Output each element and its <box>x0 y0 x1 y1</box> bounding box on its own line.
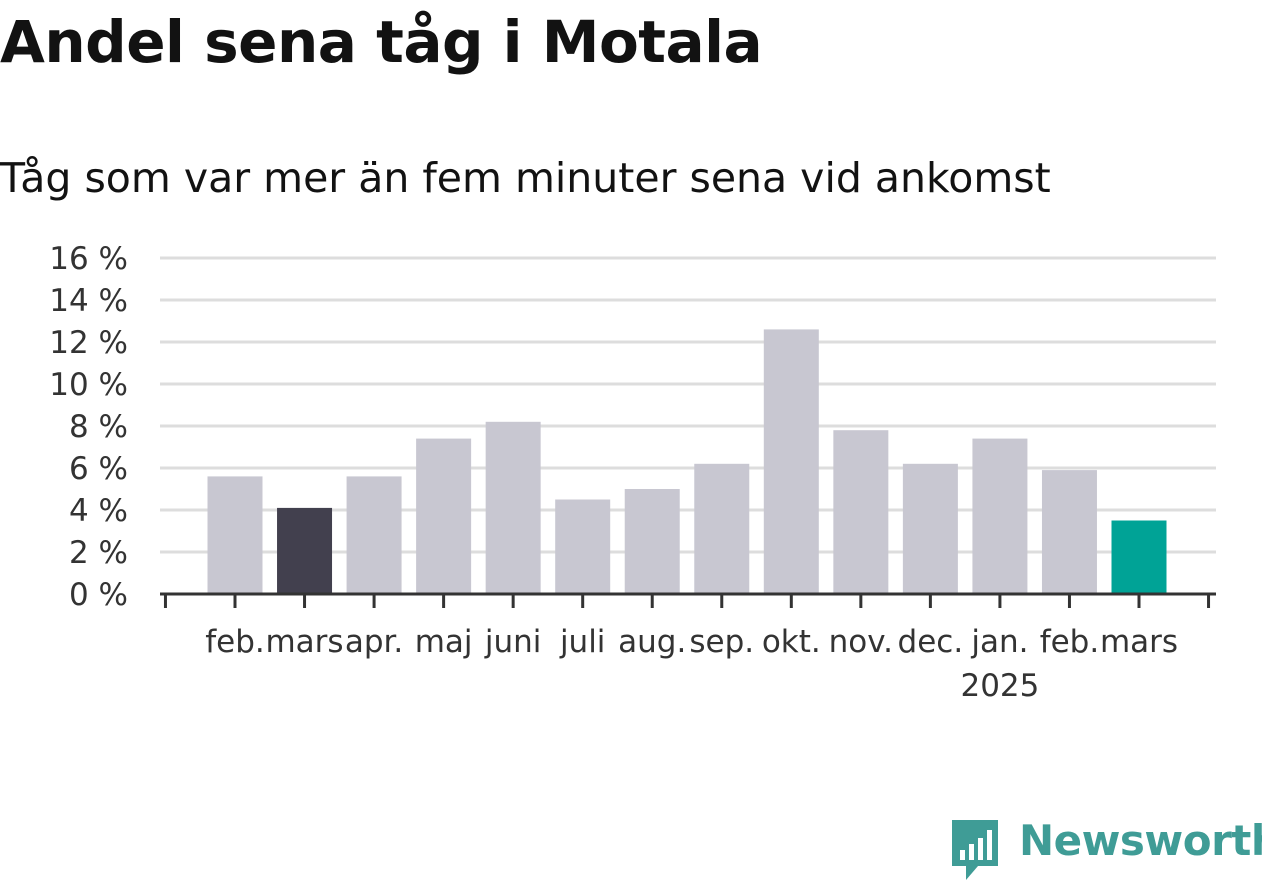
bar <box>972 438 1028 594</box>
x-tick-label: okt. <box>762 624 821 660</box>
x-tick-label: mars <box>265 624 343 660</box>
newsworthy-logo-icon <box>952 820 998 880</box>
x-tick-label: feb. <box>1040 624 1100 660</box>
y-tick-label: 0 % <box>69 577 128 613</box>
y-tick-label: 12 % <box>49 325 128 361</box>
bar <box>833 430 889 594</box>
y-tick-label: 2 % <box>69 535 128 571</box>
x-tick-label: sep. <box>689 624 754 660</box>
bar <box>555 499 611 594</box>
x-tick-label: juli <box>559 624 606 660</box>
bar <box>207 476 263 594</box>
x-tick-label: nov. <box>829 624 893 660</box>
y-tick-label: 16 % <box>49 241 128 277</box>
bar <box>694 463 750 594</box>
y-tick-label: 4 % <box>69 493 128 529</box>
chart-title: Andel sena tåg i Motala <box>0 8 763 76</box>
brand-name: Newsworthy <box>1019 816 1262 865</box>
y-tick-label: 14 % <box>49 283 128 319</box>
x-axis: feb. mars apr. maj juni juli aug. sep. okt. nov. d… <box>160 592 1216 704</box>
bar <box>485 421 541 594</box>
bars <box>207 329 1167 594</box>
x-tick-sublabel: 2025 <box>960 668 1039 704</box>
x-tick-label: dec. <box>898 624 964 660</box>
bar <box>277 507 333 594</box>
x-tick-label: apr. <box>345 624 403 660</box>
chart-subtitle: Tåg som var mer än fem minuter sena vid … <box>0 154 1051 202</box>
bar <box>624 489 680 594</box>
bar <box>1041 470 1097 594</box>
bar <box>763 329 819 594</box>
bar <box>902 463 958 594</box>
x-tick-label: mars <box>1100 624 1178 660</box>
bar <box>416 438 472 594</box>
y-tick-label: 6 % <box>69 451 128 487</box>
y-axis-tick-labels: 0 % 2 % 4 % 6 % 8 % 10 % 12 % 14 % 16 % <box>49 241 128 613</box>
x-tick-label: aug. <box>618 624 686 660</box>
gridlines <box>160 256 1216 554</box>
x-tick-label: feb. <box>205 624 265 660</box>
y-tick-label: 8 % <box>69 409 128 445</box>
y-tick-label: 10 % <box>49 367 128 403</box>
x-tick-label: juni <box>484 624 542 660</box>
bar <box>1111 520 1167 594</box>
x-tick-label: jan. <box>970 624 1028 660</box>
x-tick-label: maj <box>415 624 473 660</box>
bar <box>346 476 402 594</box>
